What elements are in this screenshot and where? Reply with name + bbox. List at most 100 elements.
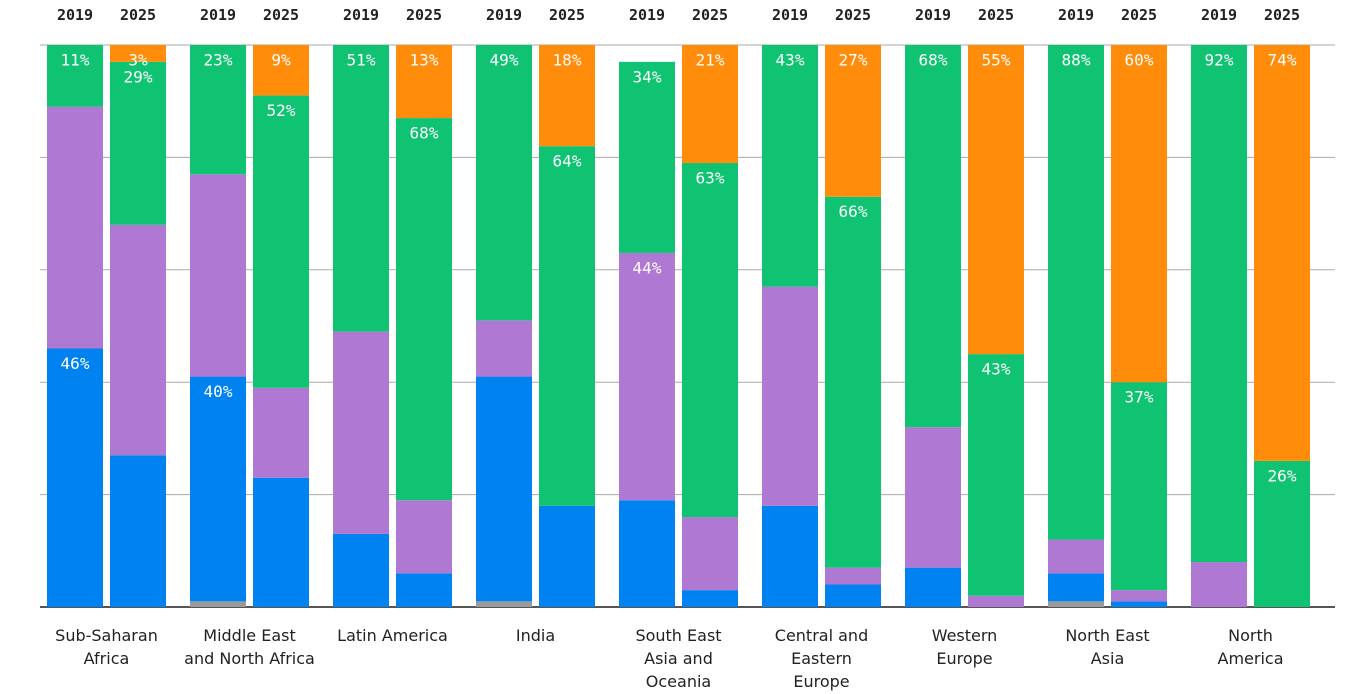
bar-segment [1048,539,1104,574]
bar-segment [619,500,675,607]
bar-segment [539,45,595,147]
bar-segment [396,573,452,607]
bar-segment [968,45,1024,355]
value-label: 34% [633,67,662,86]
x-tick-label: North America [1217,626,1284,668]
value-label: 74% [1268,51,1297,70]
bar-segment [190,376,246,602]
bar-segment [110,224,166,456]
bar-segment [762,286,818,506]
value-label: 9% [271,51,291,70]
year-label: 2025 [548,6,586,24]
year-label: 2025 [1120,6,1158,24]
bar-segment [1254,460,1310,607]
x-tick-label: North East Asia [1065,626,1150,668]
bar-segment [539,146,595,506]
value-label: 44% [633,258,662,277]
bar-segment [825,584,881,607]
value-label: 49% [490,51,519,70]
bar-segment [905,567,961,607]
year-label: 2019 [914,6,952,24]
value-label: 51% [347,51,376,70]
value-label: 3% [128,51,148,70]
year-label: 2025 [119,6,157,24]
x-tick-label: Middle East and North Africa [184,626,315,668]
value-label: 23% [204,51,233,70]
bar-segment [1111,45,1167,383]
bar-segment [190,601,246,607]
year-label: 2019 [199,6,237,24]
year-label: 2025 [262,6,300,24]
bar-segment [396,118,452,501]
year-label: 2025 [834,6,872,24]
value-label: 88% [1062,51,1091,70]
bar-segment [968,354,1024,596]
x-tick-label: Western Europe [931,626,998,668]
bar-segment [47,348,103,607]
year-label: 2025 [691,6,729,24]
bar-segment [47,45,103,107]
x-tick-label: Sub-Saharan Africa [55,626,158,668]
bar-segment [110,455,166,607]
value-label: 92% [1205,51,1234,70]
bar-segment [253,45,309,96]
year-label: 2019 [628,6,666,24]
bar-segment [682,163,738,518]
value-label: 11% [61,51,90,70]
bar-segment [682,590,738,607]
bar-segment [1111,590,1167,602]
bar-segment [1191,562,1247,607]
bar-segment [1048,45,1104,540]
bar-segment [762,45,818,287]
bar-segment [190,174,246,377]
bar-segment [190,45,246,175]
value-label: 52% [267,101,296,120]
bar-segment [905,427,961,568]
year-label: 2019 [1200,6,1238,24]
x-tick-label: India [515,626,556,645]
bar-segment [1048,573,1104,602]
bar-segment [825,45,881,197]
bar-segment [333,331,389,534]
value-label: 26% [1268,466,1297,485]
value-label: 18% [553,51,582,70]
value-label: 46% [61,354,90,373]
value-label: 68% [410,124,439,143]
value-label: 68% [919,51,948,70]
bar-segment [253,95,309,388]
bar-segment [110,45,166,62]
value-label: 29% [124,67,153,86]
bar-segment [825,567,881,585]
bar-segment [476,45,532,321]
value-label: 60% [1125,51,1154,70]
bar-segment [682,45,738,164]
bar-segment [396,45,452,119]
bar-segment [825,196,881,568]
year-label: 2019 [485,6,523,24]
value-label: 55% [982,51,1011,70]
value-label: 43% [982,360,1011,379]
bar-segment [253,477,309,607]
x-tick-label: Central and Eastern Europe [774,626,869,691]
bar-segment [762,505,818,607]
bar-segment [476,320,532,377]
year-label: 2025 [405,6,443,24]
x-tick-label: Latin America [337,626,448,645]
bar-segment [476,376,532,602]
value-label: 66% [839,202,868,221]
value-label: 63% [696,169,725,188]
bar-segment [619,61,675,253]
value-label: 21% [696,51,725,70]
value-label: 27% [839,51,868,70]
bar-segment [539,505,595,607]
bar-segment [682,517,738,591]
year-label: 2019 [56,6,94,24]
year-label: 2019 [342,6,380,24]
bar-segment [1111,601,1167,607]
year-label: 2019 [771,6,809,24]
bar-segment [1111,382,1167,591]
bar-segment [1191,45,1247,563]
bar-segment [253,387,309,478]
